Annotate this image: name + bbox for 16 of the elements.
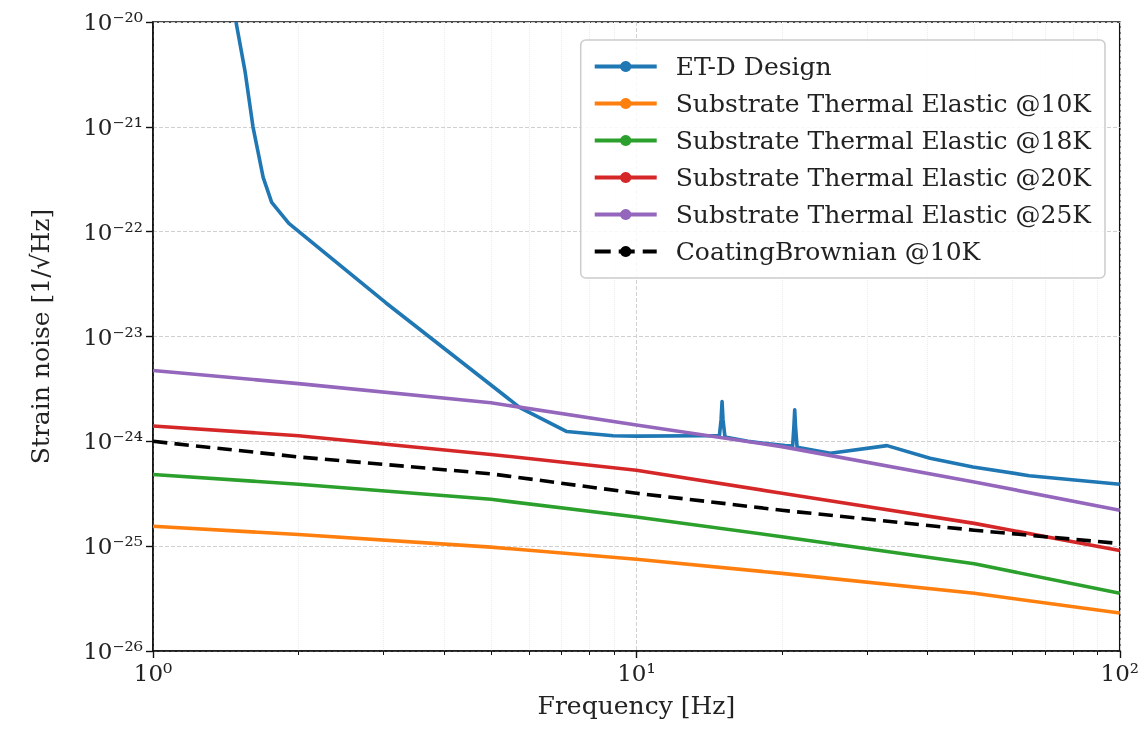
- legend-label: Substrate Thermal Elastic @10K: [675, 89, 1093, 118]
- x-tick-label: 10²: [1100, 659, 1140, 686]
- legend-label: Substrate Thermal Elastic @25K: [675, 200, 1093, 229]
- legend-label: CoatingBrownian @10K: [675, 237, 982, 266]
- y-tick-label: 10⁻²⁵: [83, 533, 143, 560]
- y-tick-label: 10⁻²³: [83, 323, 143, 350]
- x-axis-title: Frequency [Hz]: [537, 691, 736, 720]
- y-tick-label: 10⁻²⁰: [83, 9, 143, 35]
- y-tick-label: 10⁻²⁴: [83, 428, 143, 455]
- legend-label: Substrate Thermal Elastic @18K: [675, 126, 1093, 155]
- legend-label: Substrate Thermal Elastic @20K: [675, 163, 1093, 192]
- y-tick-label: 10⁻²²: [83, 218, 143, 245]
- y-tick-label: 10⁻²¹: [83, 113, 143, 140]
- legend-label: ET-D Design: [675, 52, 832, 81]
- x-tick-label: 10¹: [617, 659, 656, 686]
- y-axis-title: Strain noise [1/√Hz]: [26, 208, 55, 465]
